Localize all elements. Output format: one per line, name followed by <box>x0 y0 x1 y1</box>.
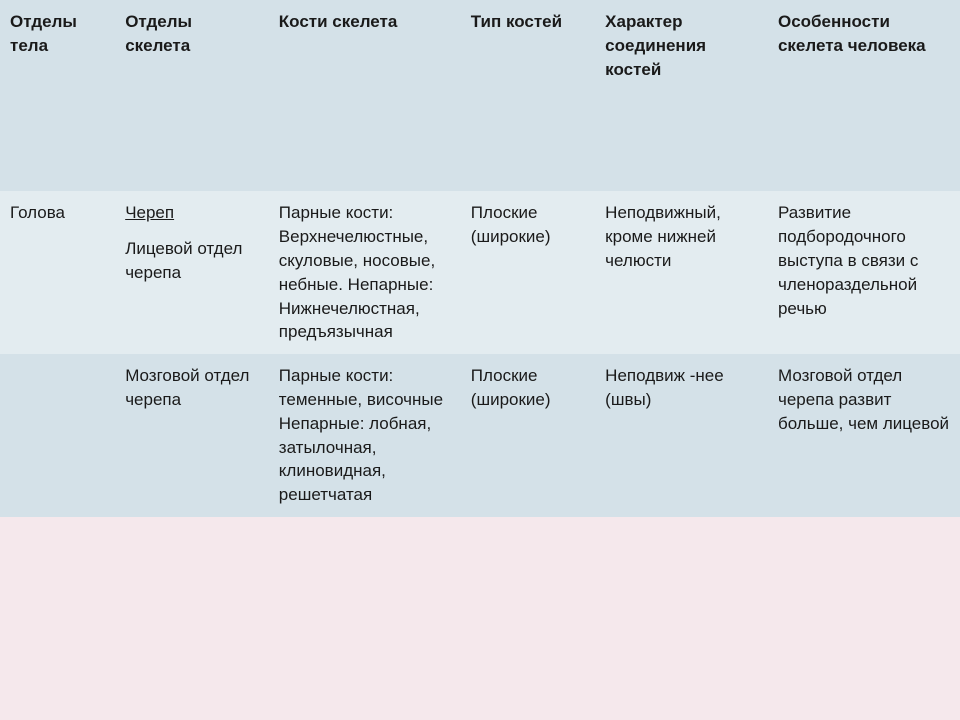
cell-connection: Неподвижный, кроме нижней челюсти <box>595 191 768 354</box>
col-header-bone-type: Тип костей <box>461 0 595 191</box>
cell-features: Мозговой отдел черепа развит больше, чем… <box>768 354 960 517</box>
cell-bone-type: Плоские (широкие) <box>461 191 595 354</box>
col-header-bones: Кости скелета <box>269 0 461 191</box>
cell-bone-type: Плоские (широкие) <box>461 354 595 517</box>
col-header-body-section: Отделы тела <box>0 0 115 191</box>
col-header-connection: Характер соединения костей <box>595 0 768 191</box>
cell-body-section: Голова <box>0 191 115 354</box>
cell-skeleton-section: Мозговой отдел черепа <box>115 354 269 517</box>
skeleton-table: Отделы тела Отделы скелета Кости скелета… <box>0 0 960 517</box>
cell-bones: Парные кости: теменные, височные Непарны… <box>269 354 461 517</box>
col-header-skeleton-section: Отделы скелета <box>115 0 269 191</box>
table-row: Мозговой отдел черепа Парные кости: теме… <box>0 354 960 517</box>
cell-features: Развитие подбородочного выступа в связи … <box>768 191 960 354</box>
table-header-row: Отделы тела Отделы скелета Кости скелета… <box>0 0 960 191</box>
cell-connection: Неподвиж -нее (швы) <box>595 354 768 517</box>
skeleton-section-main: Череп <box>125 203 174 222</box>
col-header-features: Особенности скелета человека <box>768 0 960 191</box>
cell-body-section <box>0 354 115 517</box>
table-row: Голова Череп Лицевой отдел черепа Парные… <box>0 191 960 354</box>
skeleton-section-sub: Лицевой отдел черепа <box>125 237 259 285</box>
cell-bones: Парные кости: Верхнечелюстные, скуловые,… <box>269 191 461 354</box>
cell-skeleton-section: Череп Лицевой отдел черепа <box>115 191 269 354</box>
skeleton-section-sub: Мозговой отдел черепа <box>125 366 249 409</box>
